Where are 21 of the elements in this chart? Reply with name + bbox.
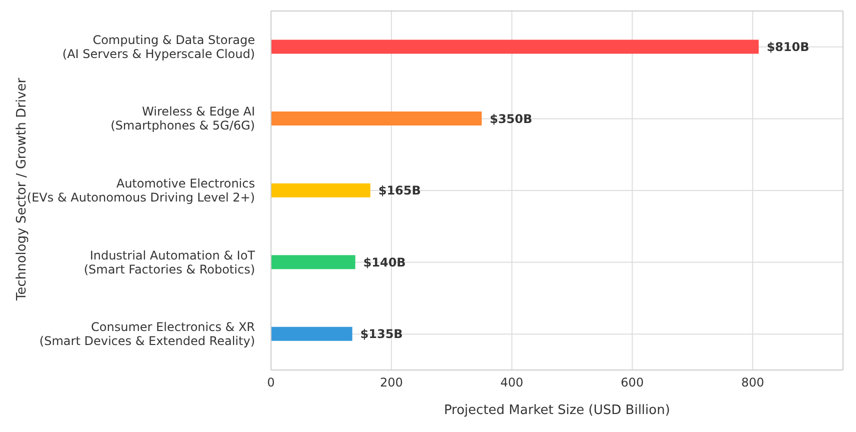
- bar: [271, 40, 759, 54]
- y-tick-label: Consumer Electronics & XR (Smart Devices & Extended Reality): [39, 320, 255, 348]
- y-tick-label: Automotive Electronics (EVs & Autonomous Driving Level 2+): [26, 176, 255, 204]
- x-tick-label: 0: [267, 376, 275, 390]
- bar: [271, 255, 356, 270]
- bar: [271, 183, 370, 198]
- y-tick-label: Wireless & Edge AI (Smartphones & 5G/6G): [110, 104, 255, 133]
- y-tick-label: Industrial Automation & IoT (Smart Factories & Robotics): [84, 248, 256, 276]
- x-tick-label: 400: [500, 376, 524, 390]
- data-label: $135B: [360, 327, 403, 342]
- data-label: $140B: [363, 255, 406, 270]
- bar: [271, 326, 352, 341]
- bar: [271, 112, 482, 126]
- x-tick-label: 200: [380, 376, 403, 390]
- data-label: $810B: [766, 40, 810, 54]
- x-axis-title: Projected Market Size (USD Billion): [444, 403, 670, 418]
- x-tick-label: 600: [620, 376, 644, 390]
- y-tick-label: Computing & Data Storage (AI Servers & Hyperscale Cloud): [62, 32, 255, 61]
- x-tick-label: 800: [741, 376, 764, 390]
- data-label: $350B: [490, 112, 532, 126]
- data-label: $165B: [378, 184, 421, 198]
